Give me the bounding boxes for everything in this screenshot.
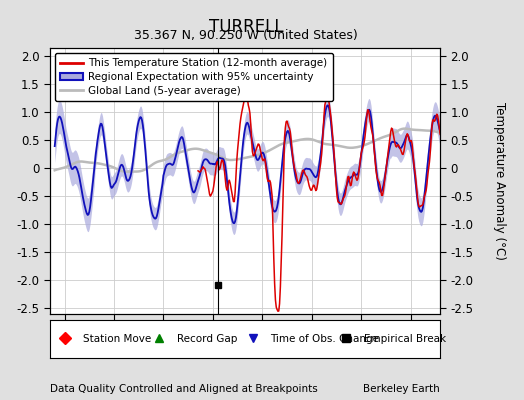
Text: Time of Obs. Change: Time of Obs. Change <box>270 334 379 344</box>
Text: Record Gap: Record Gap <box>177 334 237 344</box>
Text: Data Quality Controlled and Aligned at Breakpoints: Data Quality Controlled and Aligned at B… <box>50 384 318 394</box>
Text: Berkeley Earth: Berkeley Earth <box>364 384 440 394</box>
Y-axis label: Temperature Anomaly (°C): Temperature Anomaly (°C) <box>493 102 506 260</box>
Text: TURRELL: TURRELL <box>209 18 283 36</box>
Text: Empirical Break: Empirical Break <box>364 334 446 344</box>
Legend: This Temperature Station (12-month average), Regional Expectation with 95% uncer: This Temperature Station (12-month avera… <box>55 53 333 101</box>
Text: Station Move: Station Move <box>83 334 151 344</box>
Text: 35.367 N, 90.250 W (United States): 35.367 N, 90.250 W (United States) <box>134 29 358 42</box>
